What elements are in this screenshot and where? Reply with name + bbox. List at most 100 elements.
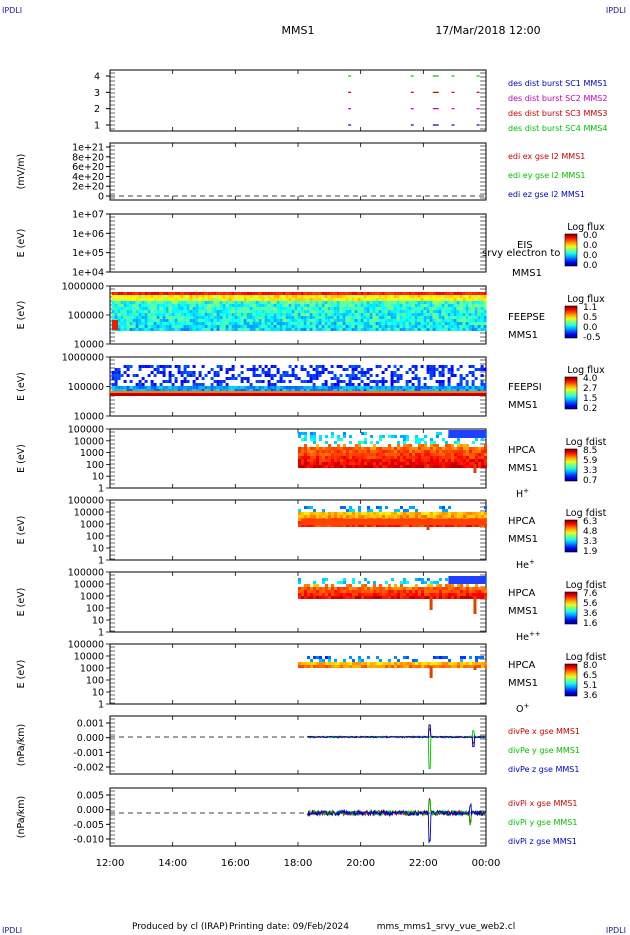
spectrogram-cell <box>463 444 466 447</box>
spectrogram-cell <box>439 665 442 668</box>
spectrogram-cell <box>294 313 298 316</box>
spectrogram-cell <box>358 593 361 596</box>
spectrogram-cell <box>363 313 367 316</box>
legend-entry-9-2: divPe z gse MMS1 <box>508 765 579 774</box>
spectrogram-cell <box>342 380 346 383</box>
spectrogram-cell <box>450 301 454 304</box>
spectrogram-cell <box>393 380 397 383</box>
spectrogram-cell <box>132 307 136 310</box>
spectrogram-cell <box>477 298 481 301</box>
spectrogram-cell <box>249 383 253 386</box>
spectrogram-cell <box>216 383 220 386</box>
spectrogram-cell <box>480 328 484 331</box>
spectrogram-cell <box>267 298 271 301</box>
spectrogram-cell <box>298 581 301 584</box>
spectrogram-cell <box>222 322 226 325</box>
spectrogram-cell <box>243 316 247 319</box>
spectrogram-cell <box>441 380 445 383</box>
spectrogram-cell <box>313 662 316 665</box>
spectrogram-cell <box>222 313 226 316</box>
spectrogram-cell <box>310 590 313 593</box>
spectrogram-cell <box>390 380 394 383</box>
spectrogram-cell <box>321 313 325 316</box>
y-tick-label-0-1: 3 <box>94 88 100 99</box>
spectrogram-cell <box>307 665 310 668</box>
spectrogram-cell <box>225 298 229 301</box>
spectrogram-cell <box>360 304 364 307</box>
spectrogram-cell <box>207 319 211 322</box>
spectrogram-cell <box>291 368 295 371</box>
spectrogram-cell <box>339 386 343 389</box>
spectrogram-cell <box>346 447 349 450</box>
spectrogram-cell <box>414 307 418 310</box>
spectrogram-cell <box>478 524 481 527</box>
spectrogram-cell <box>433 462 436 465</box>
spectrogram-cell <box>366 310 370 313</box>
spectrogram-cell <box>484 512 487 515</box>
spectrogram-cell <box>126 325 130 328</box>
spectrogram-cell <box>351 301 355 304</box>
spectrogram-cell <box>454 665 457 668</box>
spectrogram-cell <box>376 456 379 459</box>
spectrogram-cell <box>126 386 130 389</box>
spectrogram-cell <box>457 447 460 450</box>
spectrogram-cell <box>273 365 277 368</box>
spectrogram-cell <box>315 365 319 368</box>
spectrogram-cell <box>307 465 310 468</box>
spectrogram-cell <box>213 310 217 313</box>
spectrogram-cell <box>418 515 421 518</box>
spectrogram-cell <box>298 462 301 465</box>
spectrogram-cell <box>361 524 364 527</box>
spectrogram-cell <box>313 456 316 459</box>
spectrogram-cell <box>201 295 205 298</box>
spectrogram-cell <box>415 465 418 468</box>
spectrogram-cell <box>216 292 220 295</box>
spectrogram-cell <box>369 310 373 313</box>
spectrogram-cell <box>457 450 460 453</box>
spectrogram-cell <box>346 584 349 587</box>
spectrogram-cell <box>252 307 256 310</box>
spectrogram-cell <box>288 374 292 377</box>
spectrogram-cell <box>315 325 319 328</box>
spectrogram-cell <box>270 304 274 307</box>
spectrogram-cell <box>466 447 469 450</box>
spectrogram-cell <box>358 587 361 590</box>
spectrogram-cell <box>418 447 421 450</box>
spectrogram-cell <box>165 322 169 325</box>
spectrogram-cell <box>307 447 310 450</box>
spectrogram-cell <box>189 389 193 392</box>
spectrogram-cell <box>415 450 418 453</box>
spectrogram-cell <box>355 453 358 456</box>
spectrogram-cell <box>372 310 376 313</box>
spectrogram-cell <box>337 662 340 665</box>
spectrogram-cell <box>414 301 418 304</box>
spectrogram-cell <box>340 450 343 453</box>
spectrogram-cell <box>222 389 226 392</box>
spectrogram-cell <box>357 365 361 368</box>
spectrogram-cell <box>418 596 421 599</box>
spectrogram-cell <box>403 444 406 447</box>
spectrogram-cell <box>471 325 475 328</box>
spectrogram-cell <box>384 328 388 331</box>
spectrogram-cell <box>361 515 364 518</box>
spectrogram-cell <box>409 462 412 465</box>
spectrogram-cell <box>468 298 472 301</box>
spectrogram-cell <box>430 456 433 459</box>
spectrogram-cell <box>300 368 304 371</box>
spectrogram-cell <box>307 587 310 590</box>
spectrogram-cell <box>420 310 424 313</box>
spectrogram-cell <box>340 459 343 462</box>
spectrogram-cell <box>111 310 115 313</box>
legend-entry-10-2: divPi z gse MMS1 <box>508 837 577 846</box>
spectrogram-cell <box>345 310 349 313</box>
spectrogram-cell <box>327 292 331 295</box>
spectrogram-cell <box>201 322 205 325</box>
spectrogram-cell <box>475 587 478 590</box>
spectrogram-cell <box>352 447 355 450</box>
spectrogram-cell <box>310 456 313 459</box>
spectrogram-cell <box>480 316 484 319</box>
spectrogram-cell <box>288 316 292 319</box>
spectrogram-cell <box>429 322 433 325</box>
spectrogram-cell <box>357 377 361 380</box>
spectrogram-cell <box>304 435 307 438</box>
